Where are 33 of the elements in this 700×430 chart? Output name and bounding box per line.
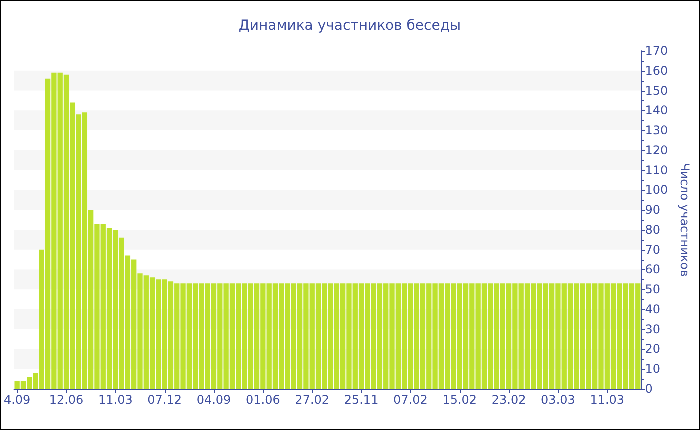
y-tick-label: 30	[645, 322, 660, 336]
x-tick-label: 07.12	[148, 393, 182, 407]
x-tick-label: 4.09	[4, 393, 31, 407]
y-tick-label: 0	[645, 382, 653, 396]
y-tick-label: 70	[645, 242, 660, 257]
y-tick-label: 170	[645, 44, 668, 58]
y-tick-label: 40	[645, 302, 660, 316]
y-tick-label: 120	[645, 143, 668, 158]
y-tick-label: 160	[645, 64, 668, 78]
y-tick-label: 60	[645, 262, 660, 277]
y-tick-label: 140	[645, 104, 668, 118]
x-tick-label: 12.06	[49, 393, 84, 407]
x-tick-label: 27.02	[295, 393, 330, 407]
y-tick-label: 20	[645, 342, 660, 356]
x-tick-label: 01.06	[246, 393, 280, 407]
x-tick-label: 11.03	[590, 393, 625, 407]
y-tick-label: 150	[645, 84, 668, 98]
y-tick-label: 110	[645, 163, 668, 178]
y-tick-label: 80	[645, 222, 660, 237]
chart-title: Динамика участников беседы	[238, 18, 462, 34]
y-axis-title: Число участников	[678, 163, 692, 277]
y-tick-label: 50	[645, 282, 660, 297]
x-tick-label: 23.02	[492, 393, 526, 407]
x-tick-label: 04.09	[196, 393, 232, 407]
y-tick-label: 90	[645, 203, 660, 218]
x-tick-label: 25.11	[344, 393, 379, 407]
y-tick-label: 130	[645, 124, 668, 138]
x-tick-label: 07.02	[394, 393, 428, 407]
y-tick-label: 10	[645, 362, 660, 376]
x-tick-label: 11.03	[98, 393, 133, 407]
x-tick-label: 15.02	[442, 393, 478, 407]
x-tick-label: 03.03	[541, 393, 576, 407]
y-tick-label: 100	[645, 183, 668, 198]
